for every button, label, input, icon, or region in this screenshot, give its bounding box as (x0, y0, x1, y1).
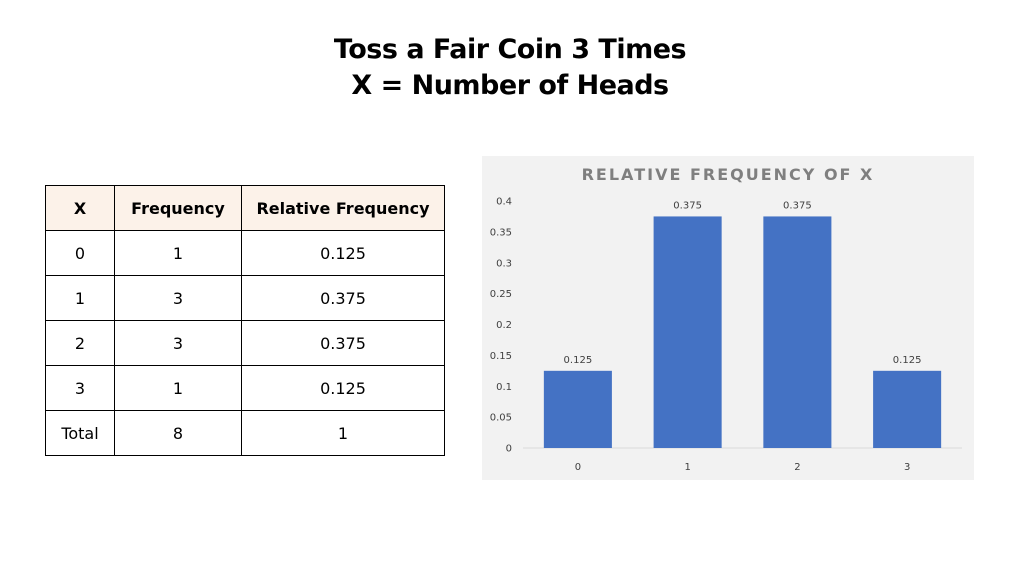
cell-relative-frequency: 0.375 (241, 275, 445, 321)
cell-relative-frequency: 0.375 (241, 320, 445, 366)
y-tick-label: 0.05 (490, 413, 512, 424)
bar (763, 216, 832, 448)
y-tick-label: 0.1 (496, 382, 512, 393)
cell-total-relative-frequency: 1 (241, 410, 445, 456)
bar-chart: 0 0.05 0.1 0.15 0.2 0.25 0.3 0.35 0.4 0.125 0 0.375… (490, 197, 962, 473)
page-title: Toss a Fair Coin 3 Times X = Number of H… (0, 32, 1020, 104)
x-tick-label: 2 (794, 462, 800, 473)
cell-total-frequency: 8 (114, 410, 242, 456)
bar (543, 370, 612, 448)
header-frequency: Frequency (114, 185, 242, 231)
cell-x: 3 (45, 365, 115, 411)
table-header-row: X Frequency Relative Frequency (45, 185, 445, 231)
cell-x: 2 (45, 320, 115, 366)
y-tick-label: 0.15 (490, 351, 512, 362)
x-tick-label: 0 (575, 462, 581, 473)
y-tick-label: 0.2 (496, 320, 512, 331)
cell-x: 0 (45, 230, 115, 276)
table-row: 1 3 0.375 (45, 275, 445, 321)
cell-frequency: 3 (114, 320, 242, 366)
data-label: 0.375 (783, 200, 812, 211)
y-tick-label: 0.25 (490, 289, 512, 300)
frequency-table: X Frequency Relative Frequency 0 1 0.125… (45, 185, 445, 456)
header-relative-frequency: Relative Frequency (241, 185, 445, 231)
y-tick-label: 0.3 (496, 258, 512, 269)
cell-frequency: 1 (114, 230, 242, 276)
chart-title: RELATIVE FREQUENCY OF X (581, 165, 875, 184)
chart-panel: RELATIVE FREQUENCY OF X 0 0.05 0.1 0.15 0.2 0… (482, 156, 974, 480)
data-label: 0.375 (673, 200, 702, 211)
table-row: 0 1 0.125 (45, 230, 445, 276)
table-total-row: Total 8 1 (45, 410, 445, 456)
y-tick-label: 0.35 (490, 227, 512, 238)
title-line-2: X = Number of Heads (351, 70, 669, 101)
cell-frequency: 1 (114, 365, 242, 411)
x-tick-label: 1 (684, 462, 690, 473)
data-label: 0.125 (893, 355, 922, 366)
cell-relative-frequency: 0.125 (241, 230, 445, 276)
y-tick-label: 0 (506, 444, 512, 455)
bar (653, 216, 722, 448)
cell-total-label: Total (45, 410, 115, 456)
bar (873, 370, 942, 448)
cell-relative-frequency: 0.125 (241, 365, 445, 411)
title-line-1: Toss a Fair Coin 3 Times (333, 34, 687, 65)
y-tick-label: 0.4 (496, 197, 512, 208)
x-tick-label: 3 (904, 462, 910, 473)
cell-x: 1 (45, 275, 115, 321)
data-label: 0.125 (564, 355, 593, 366)
table-row: 2 3 0.375 (45, 320, 445, 366)
table-row: 3 1 0.125 (45, 365, 445, 411)
cell-frequency: 3 (114, 275, 242, 321)
header-x: X (45, 185, 115, 231)
